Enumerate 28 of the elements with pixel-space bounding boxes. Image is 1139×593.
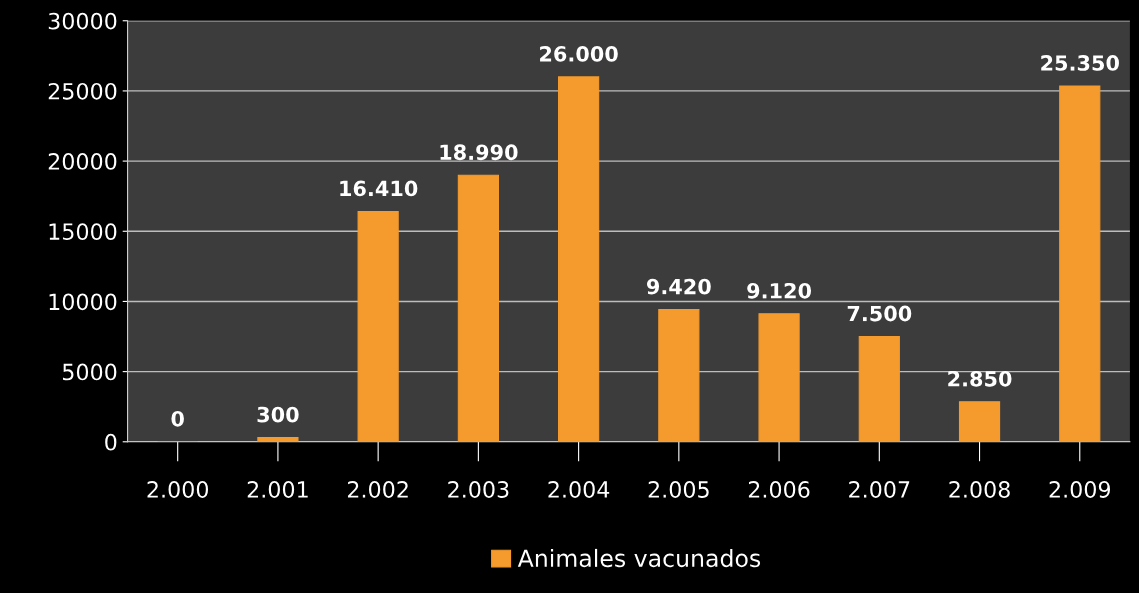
data-label: 9.120 xyxy=(747,282,812,299)
y-tick-label: 20000 xyxy=(48,153,117,170)
data-label: 9.420 xyxy=(646,278,711,295)
data-label: 2.850 xyxy=(948,370,1012,387)
y-tick-label: 15000 xyxy=(49,223,117,241)
x-tick-label: 2.002 xyxy=(347,481,408,498)
y-tick-label: 10000 xyxy=(49,293,117,311)
x-tick-label: 2.008 xyxy=(949,481,1010,498)
x-tick-label: 2.005 xyxy=(648,481,709,498)
x-tick-label: 2.001 xyxy=(247,481,308,498)
y-tick-label: 30000 xyxy=(48,12,117,30)
y-tick-label: 25000 xyxy=(48,82,117,100)
data-label: 0 xyxy=(171,410,184,427)
data-label: 18.990 xyxy=(440,144,518,161)
y-tick-label: 5000 xyxy=(63,363,117,381)
data-label: 25.350 xyxy=(1041,55,1119,71)
data-label: 300 xyxy=(257,406,299,423)
data-label: 26.000 xyxy=(540,45,618,62)
x-tick-label: 2.000 xyxy=(147,481,209,498)
y-tick-label: 0 xyxy=(105,433,117,451)
x-tick-label: 2.006 xyxy=(748,481,810,498)
x-tick-label: 2.009 xyxy=(1049,481,1111,498)
data-label: 7.500 xyxy=(847,305,912,322)
x-tick-label: 2.003 xyxy=(448,481,509,498)
data-label: 16.410 xyxy=(340,180,418,197)
legend-label: Animales vacunados xyxy=(517,548,761,568)
x-tick-label: 2.004 xyxy=(548,481,610,498)
x-tick-label: 2.007 xyxy=(849,481,910,498)
